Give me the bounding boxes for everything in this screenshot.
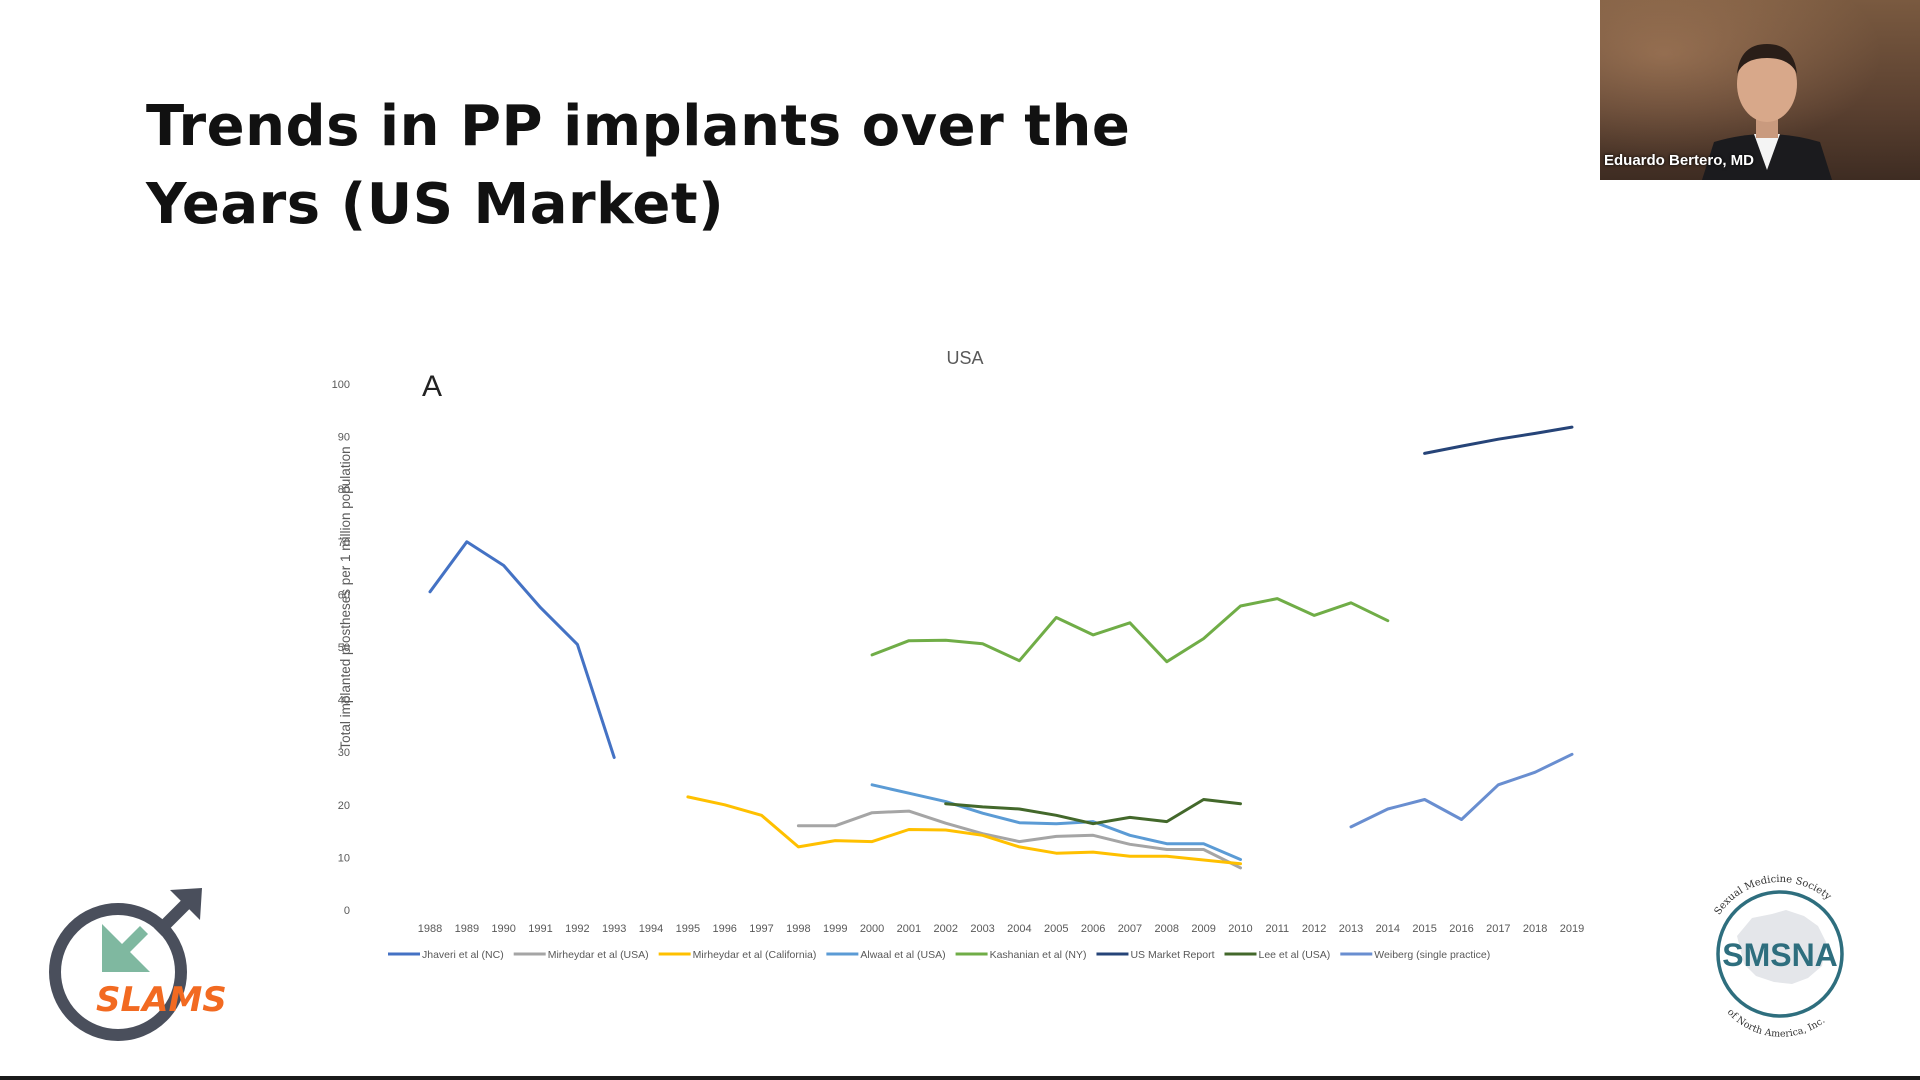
series-line-6 — [1423, 425, 1574, 455]
map-silhouette — [1737, 910, 1826, 984]
slams-logo: SLAMS — [49, 888, 227, 1041]
x-tick-label: 1994 — [639, 923, 663, 935]
x-tick-label: 2017 — [1486, 923, 1510, 935]
speaker-shirt — [1754, 134, 1780, 170]
series-line-2 — [796, 809, 1242, 870]
legend-label-8: Weiberg (single practice) — [1374, 949, 1490, 961]
x-tick-label: 1988 — [418, 923, 442, 935]
legend-label-4: Alwaal et al (USA) — [860, 949, 945, 961]
slide-title: Trends in PP implants over the Years (US… — [146, 88, 1130, 244]
slams-ring — [49, 903, 187, 1041]
x-tick-label: 2002 — [933, 923, 957, 935]
y-tick-label: 70 — [338, 537, 350, 549]
legend-label-5: Kashanian et al (NY) — [990, 949, 1087, 961]
legend-label-7: Lee et al (USA) — [1259, 949, 1331, 961]
bottom-bar — [0, 1076, 1920, 1080]
x-tick-label: 1991 — [528, 923, 552, 935]
series-line-3 — [686, 795, 1242, 866]
smsna-arc-bottom: of North America, Inc. — [1725, 1007, 1827, 1040]
y-tick-label: 100 — [332, 379, 350, 391]
series-lines — [428, 425, 1574, 870]
y-tick-label: 10 — [338, 852, 350, 864]
speaker-name-label: Eduardo Bertero, MD — [1604, 152, 1755, 169]
speaker-silhouette — [1702, 44, 1832, 180]
y-tick-label: 50 — [338, 642, 350, 654]
x-tick-label: 2010 — [1228, 923, 1252, 935]
series-line-1 — [428, 540, 616, 759]
y-tick-labels: 0 10 20 30 40 50 60 70 80 90 100 — [332, 379, 350, 917]
x-tick-label: 2004 — [1007, 923, 1031, 935]
x-tick-labels: 1988 1989 1990 1991 1992 1993 1994 1995 1996 1997… — [418, 923, 1584, 935]
series-line-8 — [1349, 752, 1574, 829]
y-tick-label: 90 — [338, 432, 350, 444]
x-tick-label: 1992 — [565, 923, 589, 935]
speaker-hair — [1737, 44, 1797, 74]
series-line-7 — [944, 798, 1242, 826]
x-tick-label: 2012 — [1302, 923, 1326, 935]
x-tick-label: 1997 — [749, 923, 773, 935]
series-line-4 — [870, 783, 1242, 861]
x-tick-label: 2001 — [897, 923, 921, 935]
series-line-5 — [870, 597, 1390, 664]
y-tick-label: 60 — [338, 589, 350, 601]
y-tick-label: 30 — [338, 747, 350, 759]
x-tick-label: 2009 — [1191, 923, 1215, 935]
y-tick-label: 0 — [344, 905, 350, 917]
panel-label: A — [422, 370, 442, 403]
y-axis-label: Total implanted prostheses per 1 million… — [338, 446, 353, 749]
x-tick-label: 1990 — [491, 923, 515, 935]
legend-label-3: Mirheydar et al (California) — [693, 949, 817, 961]
line-chart: USA A Total implanted prostheses per 1 m… — [332, 348, 1585, 961]
title-line-1: Trends in PP implants over the — [146, 94, 1131, 159]
x-tick-label: 1993 — [602, 923, 626, 935]
slams-green-arrow — [102, 924, 150, 972]
x-tick-label: 2014 — [1376, 923, 1400, 935]
slams-text: SLAMS — [96, 980, 227, 1020]
legend: Jhaveri et al (NC) Mirheydar et al (USA) M… — [388, 949, 1490, 961]
x-tick-label: 1999 — [823, 923, 847, 935]
x-tick-label: 2019 — [1560, 923, 1584, 935]
x-tick-label: 2013 — [1339, 923, 1363, 935]
smsna-ring — [1716, 890, 1844, 1018]
x-tick-label: 2015 — [1412, 923, 1436, 935]
x-tick-label: 1989 — [455, 923, 479, 935]
x-tick-label: 2003 — [970, 923, 994, 935]
smsna-arc-top: Sexual Medicine Society — [1713, 874, 1834, 917]
legend-label-2: Mirheydar et al (USA) — [548, 949, 649, 961]
x-tick-label: 2016 — [1449, 923, 1473, 935]
legend-label-1: Jhaveri et al (NC) — [422, 949, 504, 961]
smsna-logo: Sexual Medicine Society SMSNA of North A… — [1713, 874, 1844, 1040]
title-line-2: Years (US Market) — [146, 172, 725, 237]
y-tick-label: 40 — [338, 695, 350, 707]
x-tick-label: 2005 — [1044, 923, 1068, 935]
y-tick-label: 80 — [338, 484, 350, 496]
x-tick-label: 2000 — [860, 923, 884, 935]
speaker-video[interactable]: Eduardo Bertero, MD — [1600, 0, 1920, 180]
slams-arrow-head — [170, 888, 202, 920]
speaker-face — [1737, 46, 1797, 122]
x-tick-label: 2018 — [1523, 923, 1547, 935]
x-tick-label: 2006 — [1081, 923, 1105, 935]
x-tick-label: 2008 — [1155, 923, 1179, 935]
x-tick-label: 2007 — [1118, 923, 1142, 935]
x-tick-label: 1998 — [786, 923, 810, 935]
y-tick-label: 20 — [338, 800, 350, 812]
x-tick-label: 1996 — [712, 923, 736, 935]
legend-label-6: US Market Report — [1130, 949, 1214, 961]
x-tick-label: 2011 — [1265, 923, 1289, 935]
chart-title: USA — [946, 348, 983, 368]
x-tick-label: 1995 — [676, 923, 700, 935]
smsna-text: SMSNA — [1722, 937, 1838, 973]
